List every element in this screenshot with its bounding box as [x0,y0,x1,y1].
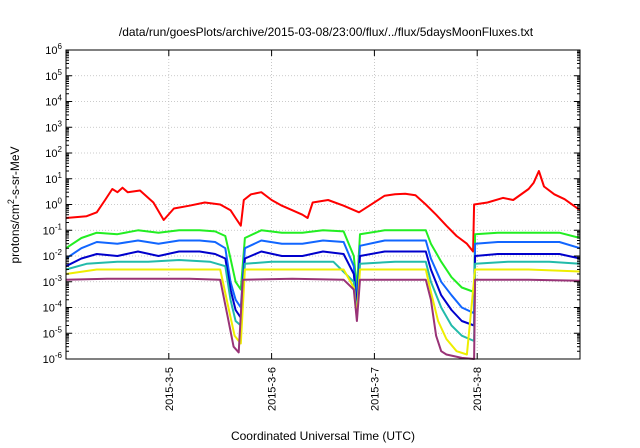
x-tick-label: 2015-3-5 [164,367,176,411]
y-tick-label: 10-6 [43,351,63,366]
y-tick-label: 106 [45,42,62,57]
x-tick-label: 2015-3-6 [267,367,279,411]
y-tick-label: 102 [45,145,62,160]
y-tick-label: 105 [45,68,62,83]
series-line-3 [65,239,581,315]
y-tick-label: 10-3 [43,274,63,289]
grid-lines [66,50,580,359]
series-line-6 [65,268,581,356]
series-line-5 [65,259,581,342]
series-line-7 [65,277,581,360]
x-tick-label: 2015-3-8 [472,367,484,411]
y-tick-label: 10-2 [43,248,63,263]
x-tick-label: 2015-3-7 [369,367,381,411]
y-tick-label: 10-4 [43,300,63,315]
y-tick-label: 100 [45,197,62,212]
series-line-1 [65,170,581,253]
y-tick-label: 103 [45,119,62,134]
series-lines [65,170,581,360]
y-tick-label: 101 [45,171,62,186]
y-tick-label: 10-1 [43,222,63,237]
chart-title: /data/run/goesPlots/archive/2015-03-08/2… [119,25,534,39]
x-axis: 2015-3-5 2015-3-6 2015-3-7 2015-3-8 [164,50,484,411]
series-line-4 [65,250,581,327]
x-axis-label: Coordinated Universal Time (UTC) [231,429,415,443]
y-tick-label: 10-5 [43,325,63,340]
series-line-2 [65,229,581,293]
y-axis-label: protons/cm2-s-sr-MeV [6,146,22,263]
y-tick-label: 104 [45,94,62,109]
plot-frame [65,49,581,360]
